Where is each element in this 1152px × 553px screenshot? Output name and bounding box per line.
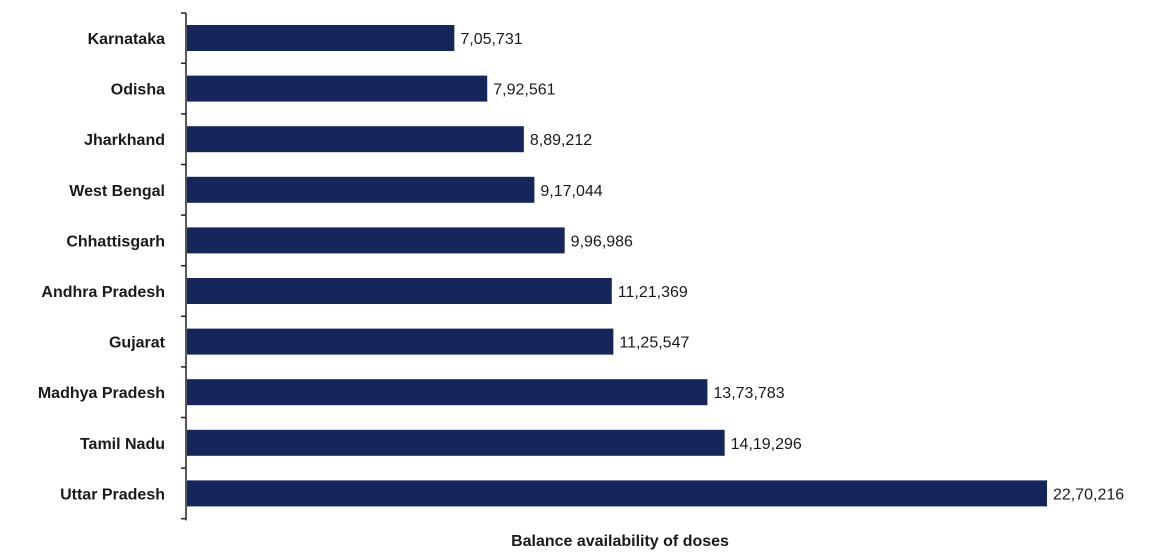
bar bbox=[187, 429, 725, 456]
value-label: 8,89,212 bbox=[530, 132, 592, 149]
category-label: Uttar Pradesh bbox=[60, 486, 165, 503]
value-label: 7,92,561 bbox=[493, 82, 555, 99]
category-label: Karnataka bbox=[88, 31, 165, 48]
category-label: Madhya Pradesh bbox=[38, 385, 165, 402]
value-label: 7,05,731 bbox=[460, 31, 522, 48]
bar bbox=[187, 328, 614, 355]
category-label: Tamil Nadu bbox=[80, 436, 165, 453]
value-label: 11,25,547 bbox=[619, 335, 689, 352]
bar bbox=[187, 227, 565, 254]
category-labels: Karnataka Odisha Jharkhand West Bengal Chhat… bbox=[38, 31, 166, 503]
value-label: 9,17,044 bbox=[540, 183, 602, 200]
bar bbox=[187, 75, 488, 102]
bar bbox=[187, 480, 1047, 507]
value-label: 9,96,986 bbox=[571, 233, 633, 250]
value-label: 14,19,296 bbox=[731, 436, 802, 453]
category-label: Gujarat bbox=[109, 335, 166, 352]
value-label: 11,21,369 bbox=[618, 284, 688, 301]
category-label: West Bengal bbox=[69, 183, 165, 200]
bars-group bbox=[187, 25, 1047, 507]
category-label: Odisha bbox=[111, 82, 165, 99]
bar bbox=[187, 126, 524, 153]
x-axis-label: Balance availability of doses bbox=[511, 533, 729, 550]
value-labels: 7,05,731 7,92,561 8,89,212 9,17,044 9,96,986… bbox=[460, 31, 1124, 503]
category-label: Chhattisgarh bbox=[66, 233, 165, 250]
y-axis bbox=[181, 12, 187, 521]
bar bbox=[187, 278, 612, 304]
bar bbox=[187, 25, 455, 51]
value-label: 22,70,216 bbox=[1053, 486, 1124, 503]
value-label: 13,73,783 bbox=[713, 385, 784, 402]
bar bbox=[187, 176, 535, 203]
bar bbox=[187, 379, 708, 406]
category-label: Andhra Pradesh bbox=[41, 284, 165, 301]
category-label: Jharkhand bbox=[84, 132, 165, 149]
